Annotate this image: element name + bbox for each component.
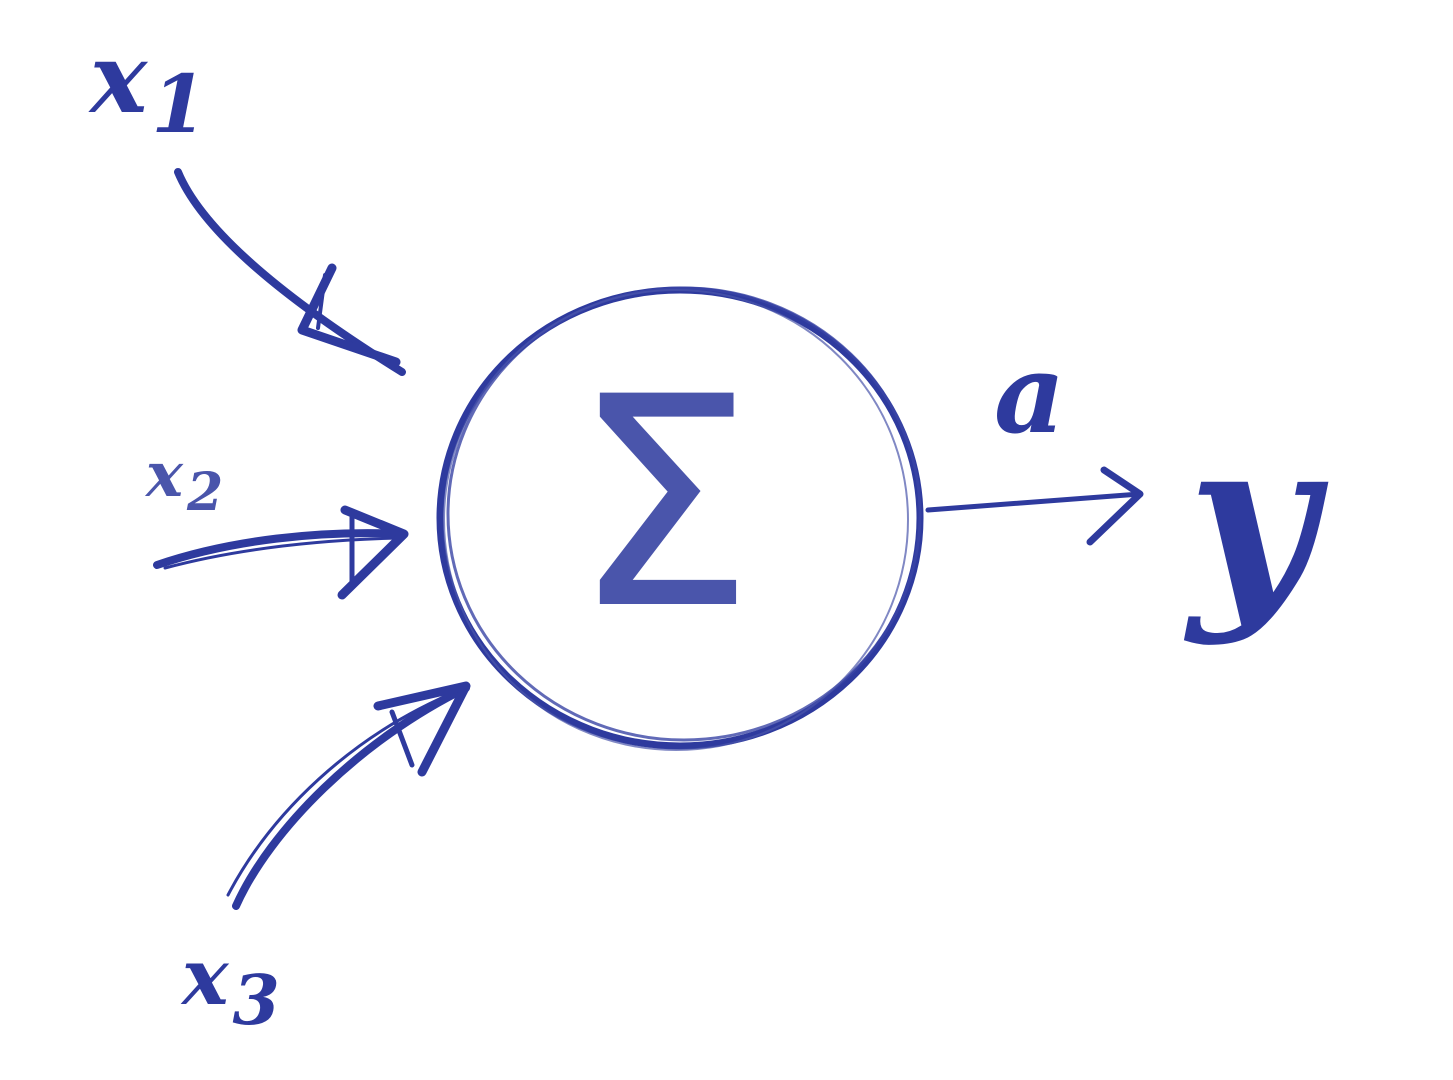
activation-label: a xyxy=(994,329,1065,458)
output-label: y xyxy=(1183,389,1329,648)
neuron-circle xyxy=(436,286,924,751)
sigma-symbol: Σ xyxy=(571,336,754,673)
input-label-x2: x2 xyxy=(144,438,223,523)
input-arrow-x2 xyxy=(153,505,409,600)
input-label-x1: x1 xyxy=(88,22,207,151)
input-arrow-x3 xyxy=(226,681,471,910)
input-label-x3: x3 xyxy=(180,932,280,1041)
input-arrow-x1 xyxy=(174,168,406,376)
output-arrow xyxy=(925,466,1144,546)
